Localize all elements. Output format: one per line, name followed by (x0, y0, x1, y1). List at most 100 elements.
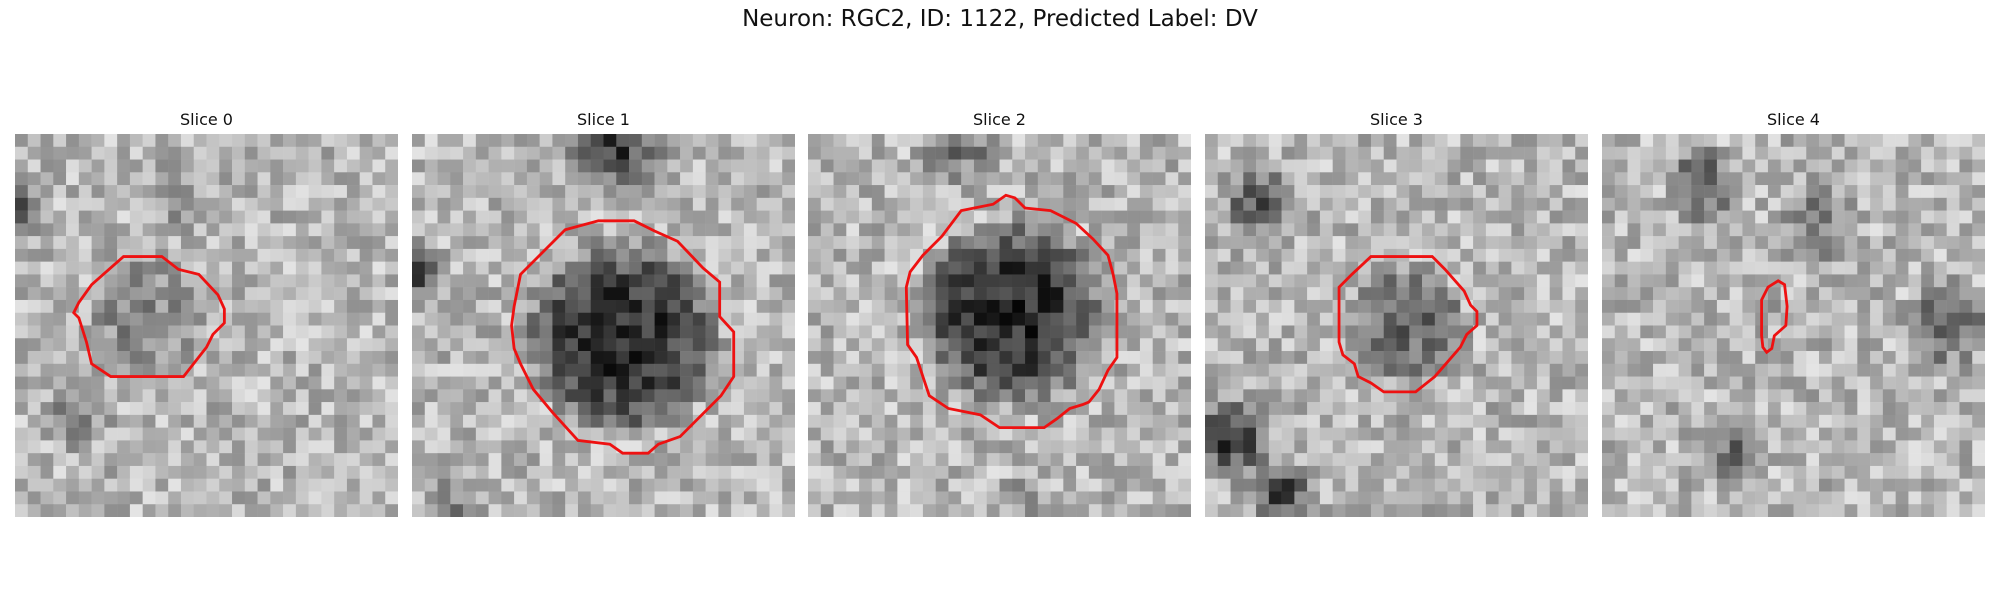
image-pixel (1165, 147, 1178, 160)
image-pixel (347, 415, 360, 428)
image-pixel (66, 479, 79, 492)
image-pixel (1794, 479, 1807, 492)
image-pixel (334, 249, 347, 262)
image-pixel (1959, 491, 1972, 504)
image-pixel (987, 313, 1000, 326)
image-pixel (1883, 428, 1896, 441)
image-pixel (168, 428, 181, 441)
image-pixel (744, 440, 757, 453)
image-pixel (258, 402, 271, 415)
image-pixel (1857, 185, 1870, 198)
image-pixel (117, 147, 130, 160)
image-pixel (1269, 160, 1282, 173)
image-pixel (1140, 377, 1153, 390)
image-pixel (181, 236, 194, 249)
image-pixel (130, 274, 143, 287)
image-pixel (1435, 453, 1448, 466)
image-pixel (872, 364, 885, 377)
image-pixel (450, 300, 463, 313)
image-pixel (1870, 262, 1883, 275)
image-pixel (1165, 160, 1178, 173)
image-pixel (28, 211, 41, 224)
image-pixel (15, 364, 28, 377)
image-pixel (1358, 274, 1371, 287)
image-pixel (270, 338, 283, 351)
image-pixel (1537, 236, 1550, 249)
image-pixel (53, 313, 66, 326)
image-pixel (1320, 249, 1333, 262)
image-pixel (1384, 453, 1397, 466)
image-pixel (1794, 236, 1807, 249)
image-pixel (1575, 389, 1588, 402)
image-pixel (104, 172, 117, 185)
image-pixel (1742, 479, 1755, 492)
image-pixel (655, 504, 668, 517)
image-pixel (181, 160, 194, 173)
image-pixel (1934, 211, 1947, 224)
image-pixel (948, 389, 961, 402)
image-pixel (1794, 440, 1807, 453)
image-pixel (1896, 134, 1909, 147)
image-pixel (1384, 198, 1397, 211)
image-pixel (1806, 466, 1819, 479)
image-pixel (1127, 236, 1140, 249)
image-pixel (245, 172, 258, 185)
image-pixel (527, 236, 540, 249)
image-pixel (757, 415, 770, 428)
image-pixel (372, 402, 385, 415)
image-pixel (514, 428, 527, 441)
image-pixel (834, 147, 847, 160)
image-pixel (1857, 377, 1870, 390)
image-pixel (565, 300, 578, 313)
image-pixel (1178, 428, 1191, 441)
image-pixel (1640, 300, 1653, 313)
image-pixel (1640, 440, 1653, 453)
image-pixel (1460, 134, 1473, 147)
image-pixel (604, 491, 617, 504)
image-pixel (1205, 249, 1218, 262)
image-pixel (92, 147, 105, 160)
image-pixel (1076, 249, 1089, 262)
image-pixel (1102, 491, 1115, 504)
image-pixel (1742, 338, 1755, 351)
image-pixel (53, 287, 66, 300)
image-pixel (1218, 377, 1231, 390)
image-pixel (1127, 351, 1140, 364)
image-pixel (540, 134, 553, 147)
image-pixel (372, 211, 385, 224)
image-pixel (1076, 504, 1089, 517)
image-pixel (1511, 364, 1524, 377)
image-pixel (1768, 402, 1781, 415)
image-pixel (130, 479, 143, 492)
image-pixel (1051, 160, 1064, 173)
image-pixel (41, 377, 54, 390)
image-pixel (360, 428, 373, 441)
image-pixel (782, 185, 795, 198)
image-pixel (1934, 262, 1947, 275)
image-pixel (425, 440, 438, 453)
image-pixel (1908, 415, 1921, 428)
image-pixel (412, 504, 425, 517)
image-pixel (514, 211, 527, 224)
image-pixel (1806, 402, 1819, 415)
image-pixel (1307, 338, 1320, 351)
image-pixel (476, 440, 489, 453)
image-pixel (1282, 160, 1295, 173)
image-pixel (821, 274, 834, 287)
image-pixel (53, 160, 66, 173)
image-pixel (1384, 479, 1397, 492)
image-pixel (1832, 351, 1845, 364)
image-pixel (821, 479, 834, 492)
image-pixel (834, 428, 847, 441)
image-pixel (143, 364, 156, 377)
image-pixel (604, 313, 617, 326)
image-pixel (1473, 415, 1486, 428)
image-pixel (1704, 338, 1717, 351)
image-pixel (1333, 198, 1346, 211)
image-pixel (578, 491, 591, 504)
image-pixel (245, 134, 258, 147)
image-pixel (910, 466, 923, 479)
image-pixel (1896, 300, 1909, 313)
image-pixel (1153, 313, 1166, 326)
image-pixel (885, 453, 898, 466)
